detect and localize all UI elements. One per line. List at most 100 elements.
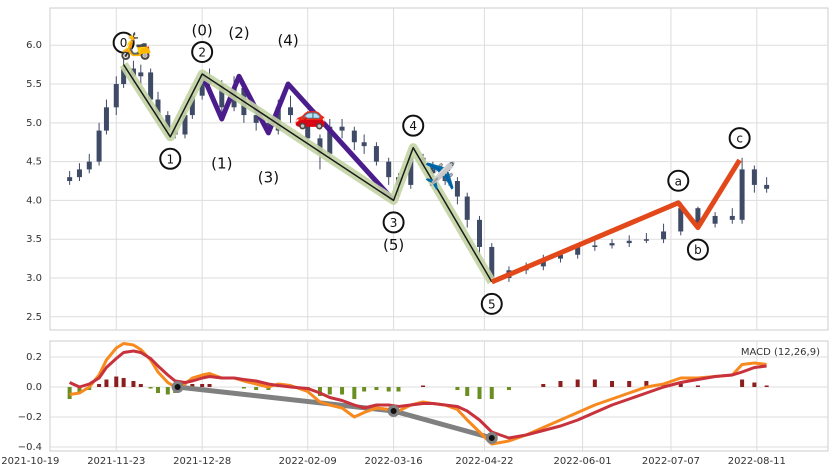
histogram-bar bbox=[489, 387, 494, 399]
price-panel bbox=[49, 7, 829, 331]
candle-body bbox=[138, 72, 144, 77]
candle-body bbox=[86, 161, 92, 170]
wave-label: 5 bbox=[488, 297, 496, 311]
candle-body bbox=[121, 68, 127, 85]
candle-body bbox=[165, 115, 171, 131]
x-tick-label: 2022-06-01 bbox=[554, 456, 612, 467]
histogram-bar bbox=[190, 384, 195, 388]
x-tick-label: 2021-12-28 bbox=[173, 456, 231, 467]
histogram-bar bbox=[764, 385, 769, 388]
histogram-bar bbox=[575, 379, 580, 388]
histogram-bar bbox=[627, 381, 632, 388]
histogram-bar bbox=[266, 387, 271, 391]
candle-body bbox=[305, 115, 311, 139]
annotation: 🛵 bbox=[120, 31, 152, 61]
candle-body bbox=[575, 246, 581, 255]
wave-label: a bbox=[675, 174, 682, 188]
y-tick-label: −0.4 bbox=[18, 442, 42, 453]
candle-body bbox=[712, 215, 718, 224]
wave-label: (5) bbox=[383, 236, 404, 254]
wave-label-circle bbox=[480, 292, 503, 315]
wave-line bbox=[122, 64, 493, 283]
candle-body bbox=[678, 208, 684, 232]
macd-title: MACD (12,26,9) bbox=[741, 347, 820, 358]
candle-body bbox=[373, 146, 379, 162]
histogram-bar bbox=[396, 387, 401, 392]
candle-body bbox=[661, 231, 667, 240]
trendline-dot bbox=[390, 407, 397, 414]
wave-label-circle bbox=[112, 31, 135, 54]
histogram-bar bbox=[465, 387, 470, 396]
wave-label: b bbox=[694, 243, 702, 257]
wave-label: (1) bbox=[211, 154, 232, 172]
candle-body bbox=[695, 208, 701, 224]
y-tick-label: 5.0 bbox=[26, 118, 42, 129]
histogram-bar bbox=[592, 379, 597, 388]
candle-body bbox=[386, 161, 392, 178]
candle-body bbox=[253, 115, 259, 123]
candle-body bbox=[476, 219, 482, 247]
y-tick-label: 2.5 bbox=[26, 312, 42, 323]
histogram-bar bbox=[386, 387, 391, 392]
histogram-bar bbox=[241, 387, 246, 389]
histogram-bar bbox=[104, 379, 109, 388]
wave-label: 1 bbox=[166, 152, 174, 166]
annotation: ✈️ bbox=[424, 160, 456, 192]
candle-body bbox=[764, 184, 770, 189]
histogram-bar bbox=[340, 387, 345, 395]
x-tick-label: 2021-11-23 bbox=[87, 456, 145, 467]
histogram-bar bbox=[254, 387, 259, 391]
candle-body bbox=[751, 169, 757, 185]
macd-line bbox=[68, 349, 767, 440]
y-tick-label: 6.0 bbox=[26, 40, 42, 51]
candle-body bbox=[317, 138, 323, 154]
annotation: 🚗 bbox=[294, 101, 326, 131]
wave-label: (3) bbox=[258, 168, 279, 186]
y-tick-label: 0.0 bbox=[26, 382, 42, 393]
candle-body bbox=[148, 72, 154, 100]
candle-body bbox=[288, 107, 294, 116]
histogram-bar bbox=[455, 387, 460, 391]
wave-label: (4) bbox=[277, 32, 298, 50]
wave-label: 0 bbox=[120, 36, 128, 50]
candle-body bbox=[626, 240, 632, 244]
candle-body bbox=[113, 84, 119, 108]
macd-line bbox=[69, 342, 767, 446]
histogram-bar bbox=[121, 378, 126, 388]
x-tick-label: 2022-08-11 bbox=[728, 456, 786, 467]
histogram-bar bbox=[610, 381, 615, 388]
wave-label-circle bbox=[382, 211, 405, 234]
candle-body bbox=[327, 126, 333, 154]
histogram-bar bbox=[740, 379, 745, 388]
wave-label-circle bbox=[686, 238, 709, 261]
candle-body bbox=[442, 173, 448, 182]
candle-body bbox=[489, 246, 495, 279]
histogram-bar bbox=[752, 382, 757, 388]
histogram-bar bbox=[644, 381, 649, 388]
candle-body bbox=[464, 196, 470, 220]
wave-label-circle bbox=[159, 147, 182, 170]
candle-body bbox=[219, 84, 225, 108]
wave-label: c bbox=[736, 132, 743, 146]
y-tick-label: 3.5 bbox=[26, 234, 42, 245]
trendline-dot bbox=[488, 434, 495, 441]
y-tick-label: −0.2 bbox=[18, 412, 42, 423]
candle-body bbox=[96, 130, 102, 162]
wave-line bbox=[490, 158, 742, 285]
histogram-bar bbox=[374, 387, 379, 391]
histogram-bar bbox=[421, 385, 426, 388]
candle-body bbox=[199, 80, 205, 96]
histogram-bar bbox=[541, 384, 546, 388]
wave-label: 4 bbox=[409, 119, 417, 133]
histogram-bar bbox=[114, 376, 119, 388]
histogram-bar bbox=[352, 387, 357, 399]
histogram-bar bbox=[97, 384, 102, 388]
candle-body bbox=[430, 165, 436, 174]
x-tick-label: 2022-02-09 bbox=[279, 456, 337, 467]
y-tick-label: 4.5 bbox=[26, 157, 42, 168]
histogram-bar bbox=[362, 387, 367, 392]
y-tick-label: 4.0 bbox=[26, 195, 42, 206]
histogram-bar bbox=[165, 387, 170, 395]
grid: 2.53.03.54.04.55.05.56.0−0.4−0.20.00.220… bbox=[1, 8, 828, 467]
histogram-bar bbox=[558, 381, 563, 388]
